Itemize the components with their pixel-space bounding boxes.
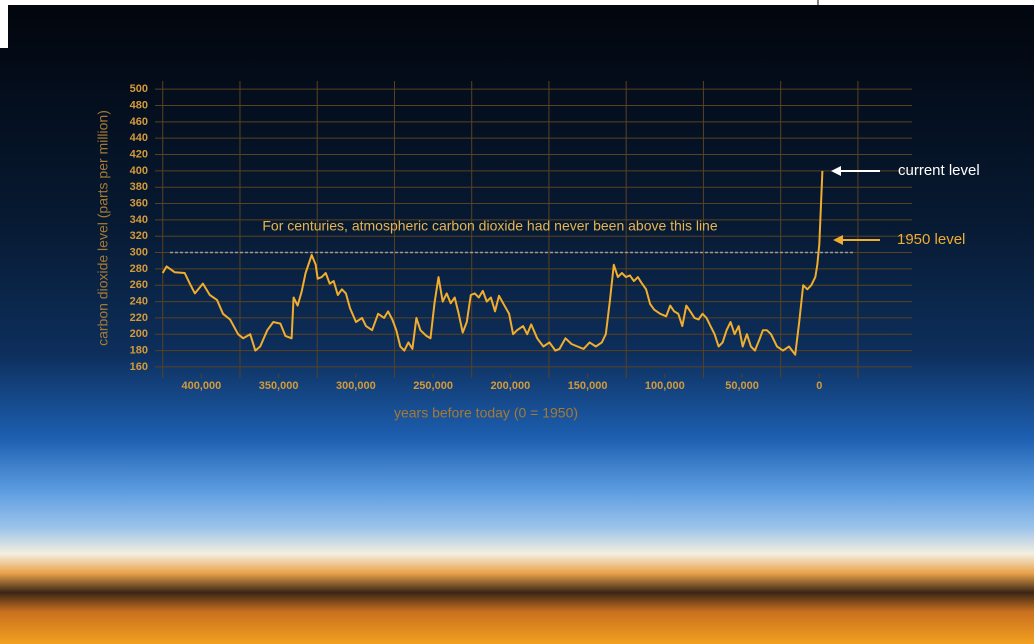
y-tick-label: 500	[130, 83, 148, 95]
y-tick-label: 160	[130, 361, 148, 373]
y-tick-label: 420	[130, 148, 148, 160]
y-tick-label: 260	[130, 279, 148, 291]
grid: 160 180 200 220 240 260 280 300 320 340 360 380 400 4…	[130, 81, 912, 392]
arrow-head	[831, 166, 841, 176]
y-tick-label: 460	[130, 116, 148, 128]
y-tick-label: 220	[130, 312, 148, 324]
y-tick-label: 380	[130, 181, 148, 193]
x-tick-label: 250,000	[413, 380, 453, 392]
co2-line	[161, 170, 824, 356]
arrow-head	[833, 235, 843, 245]
left-strip	[0, 0, 8, 48]
x-tick-label: 150,000	[568, 380, 608, 392]
x-tick-label: 200,000	[490, 380, 530, 392]
x-tick-label: 350,000	[259, 380, 299, 392]
y-tick-label: 180	[130, 344, 148, 356]
current-level-label: current level	[898, 162, 980, 179]
x-tick-label: 0	[816, 380, 822, 392]
y-tick-label: 200	[130, 328, 148, 340]
y-tick-label: 280	[130, 263, 148, 275]
y-tick-label: 440	[130, 132, 148, 144]
top-strip	[0, 0, 1034, 5]
y-tick-label: 300	[130, 246, 148, 258]
x-tick-label: 300,000	[336, 380, 376, 392]
level-1950-label: 1950 level	[897, 231, 965, 248]
y-tick-label: 400	[130, 165, 148, 177]
y-tick-label: 480	[130, 99, 148, 111]
marks	[161, 170, 855, 356]
x-tick-label: 50,000	[725, 380, 759, 392]
x-axis-title: years before today (0 = 1950)	[394, 405, 578, 421]
x-tick-label: 100,000	[645, 380, 685, 392]
y-tick-label: 340	[130, 214, 148, 226]
y-tick-label: 360	[130, 197, 148, 209]
y-tick-label: 240	[130, 295, 148, 307]
threshold-note: For centuries, atmospheric carbon dioxid…	[262, 218, 717, 234]
y-tick-label: 320	[130, 230, 148, 242]
y-axis-title: carbon dioxide level (parts per million)	[95, 110, 111, 346]
x-tick-label: 400,000	[181, 380, 221, 392]
